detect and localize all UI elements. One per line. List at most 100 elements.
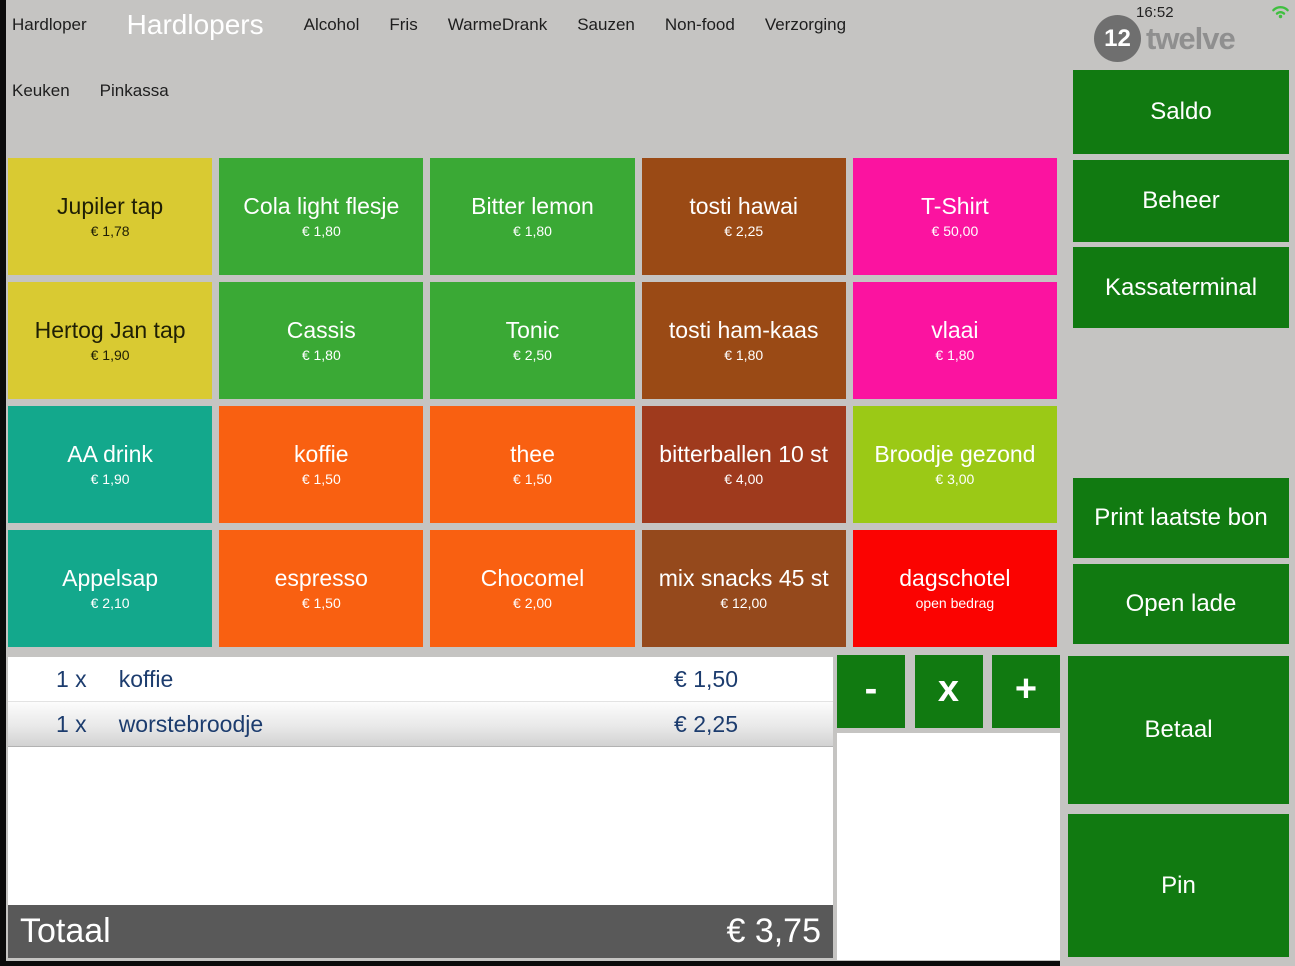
product-tile-jupiler-tap[interactable]: Jupiler tap € 1,78 (8, 158, 213, 275)
product-price: € 3,00 (935, 471, 975, 488)
receipt-row-worstebroodje[interactable]: 1 x worstebroodje € 2,25 (8, 701, 833, 747)
product-tile-mix-snacks-45-st[interactable]: mix snacks 45 st € 12,00 (641, 530, 846, 647)
receipt-item-qty: 1 x (56, 710, 87, 737)
product-price: € 2,50 (513, 347, 552, 364)
product-tile-tosti-ham-kaas[interactable]: tosti ham-kaas € 1,80 (641, 282, 846, 399)
product-price: € 2,25 (724, 223, 764, 240)
product-name: koffie (294, 440, 349, 467)
total-bar: Totaal € 3,75 (8, 905, 833, 958)
product-price: € 1,50 (513, 471, 552, 488)
product-tile-vlaai[interactable]: vlaai € 1,80 (852, 282, 1057, 399)
tab-sauzen[interactable]: Sauzen (577, 15, 635, 34)
product-price: € 1,80 (301, 223, 341, 240)
quantity-controls: - x + (837, 655, 1060, 728)
saldo-button[interactable]: Saldo (1073, 70, 1289, 154)
twelve-logo-text: twelve (1146, 20, 1236, 56)
increase-button[interactable]: + (992, 655, 1060, 728)
product-name: Jupiler tap (57, 192, 164, 219)
product-name: Cola light flesje (243, 192, 400, 219)
product-price: € 1,80 (935, 347, 975, 364)
betaal-button[interactable]: Betaal (1068, 656, 1289, 804)
pin-button[interactable]: Pin (1068, 814, 1289, 957)
product-tile-cola-light-flesje[interactable]: Cola light flesje € 1,80 (219, 158, 424, 275)
product-tile-broodje-gezond[interactable]: Broodje gezond € 3,00 (852, 406, 1057, 523)
product-price: € 1,50 (301, 471, 341, 488)
print-laatste-bon-button[interactable]: Print laatste bon (1073, 478, 1289, 558)
product-tile-bitter-lemon[interactable]: Bitter lemon € 1,80 (430, 158, 635, 275)
receipt-item-price: € 1,50 (674, 665, 738, 692)
product-grid: Jupiler tap € 1,78 Cola light flesje € 1,80… (8, 158, 1057, 647)
tab-alcohol[interactable]: Alcohol (303, 15, 360, 34)
wifi-icon (1272, 6, 1289, 19)
product-name: espresso (274, 564, 368, 591)
product-price: open bedrag (915, 595, 995, 612)
product-name: AA drink (67, 440, 153, 467)
product-tile-bitterballen-10-st[interactable]: bitterballen 10 st € 4,00 (641, 406, 846, 523)
screen-left-border (0, 0, 6, 966)
product-name: tosti ham-kaas (668, 316, 819, 343)
product-name: bitterballen 10 st (659, 440, 829, 467)
product-price: € 2,00 (513, 595, 552, 612)
product-name: mix snacks 45 st (658, 564, 829, 591)
product-name: Hertog Jan tap (34, 316, 186, 343)
receipt-panel: 1 x koffie € 1,50 1 x worstebroodje € 2,25 (8, 657, 833, 905)
product-price: € 2,10 (90, 595, 130, 612)
receipt-item-name: worstebroodje (118, 710, 264, 737)
product-tile-dagschotel[interactable]: dagschotel open bedrag (852, 530, 1057, 647)
product-name: Cassis (286, 316, 356, 343)
tab-warmedrank[interactable]: WarmeDrank (447, 15, 548, 34)
receipt-item-price: € 2,25 (674, 710, 738, 737)
tab-fris[interactable]: Fris (389, 15, 418, 34)
product-tile-t-shirt[interactable]: T-Shirt € 50,00 (852, 158, 1057, 275)
product-name: tosti hawai (689, 192, 799, 219)
product-tile-cassis[interactable]: Cassis € 1,80 (219, 282, 424, 399)
decrease-button[interactable]: - (837, 655, 905, 728)
product-name: Bitter lemon (471, 192, 594, 219)
product-name: Appelsap (62, 564, 159, 591)
product-price: € 1,78 (90, 223, 130, 240)
product-tile-chocomel[interactable]: Chocomel € 2,00 (430, 530, 635, 647)
product-name: Chocomel (480, 564, 585, 591)
tab-hardlopers[interactable]: Hardlopers (126, 9, 264, 40)
kassaterminal-button[interactable]: Kassaterminal (1073, 247, 1289, 328)
open-lade-button[interactable]: Open lade (1073, 564, 1289, 644)
tab-hardloper[interactable]: Hardloper (12, 15, 87, 34)
product-price: € 1,80 (724, 347, 764, 364)
tab-pinkassa[interactable]: Pinkassa (99, 81, 169, 100)
tab-verzorging[interactable]: Verzorging (764, 15, 847, 34)
product-name: vlaai (931, 316, 979, 343)
category-tabs-row1: Hardloper Hardlopers Alcohol Fris WarmeDrank… (12, 0, 846, 50)
product-price: € 50,00 (931, 223, 979, 240)
product-price: € 1,90 (90, 471, 130, 488)
product-price: € 1,80 (301, 347, 341, 364)
product-tile-tonic[interactable]: Tonic € 2,50 (430, 282, 635, 399)
multiply-button[interactable]: x (914, 655, 983, 728)
product-tile-appelsap[interactable]: Appelsap € 2,10 (8, 530, 213, 647)
receipt-item-qty: 1 x (56, 665, 87, 692)
product-price: € 1,80 (513, 223, 552, 240)
product-price: € 4,00 (724, 471, 764, 488)
product-tile-aa-drink[interactable]: AA drink € 1,90 (8, 406, 213, 523)
tab-keuken[interactable]: Keuken (12, 81, 70, 100)
product-tile-tosti-hawai[interactable]: tosti hawai € 2,25 (641, 158, 846, 275)
beheer-button[interactable]: Beheer (1073, 160, 1289, 242)
receipt-row-koffie[interactable]: 1 x koffie € 1,50 (8, 657, 833, 701)
product-tile-koffie[interactable]: koffie € 1,50 (219, 406, 424, 523)
product-name: Broodje gezond (874, 440, 1036, 467)
product-name: thee (510, 440, 555, 467)
product-price: € 12,00 (720, 595, 768, 612)
clock: 16:52 (1136, 4, 1174, 21)
product-tile-hertog-jan-tap[interactable]: Hertog Jan tap € 1,90 (8, 282, 213, 399)
numpad-blank-panel (837, 733, 1060, 960)
product-tile-thee[interactable]: thee € 1,50 (430, 406, 635, 523)
product-tile-espresso[interactable]: espresso € 1,50 (219, 530, 424, 647)
product-name: dagschotel (899, 564, 1011, 591)
tab-non-food[interactable]: Non-food (664, 15, 735, 34)
total-label: Totaal (20, 912, 111, 950)
product-name: T-Shirt (921, 192, 989, 219)
product-price: € 1,50 (301, 595, 341, 612)
total-value: € 3,75 (726, 912, 821, 950)
product-price: € 1,90 (90, 347, 130, 364)
screen-bottom-border (0, 961, 1060, 966)
